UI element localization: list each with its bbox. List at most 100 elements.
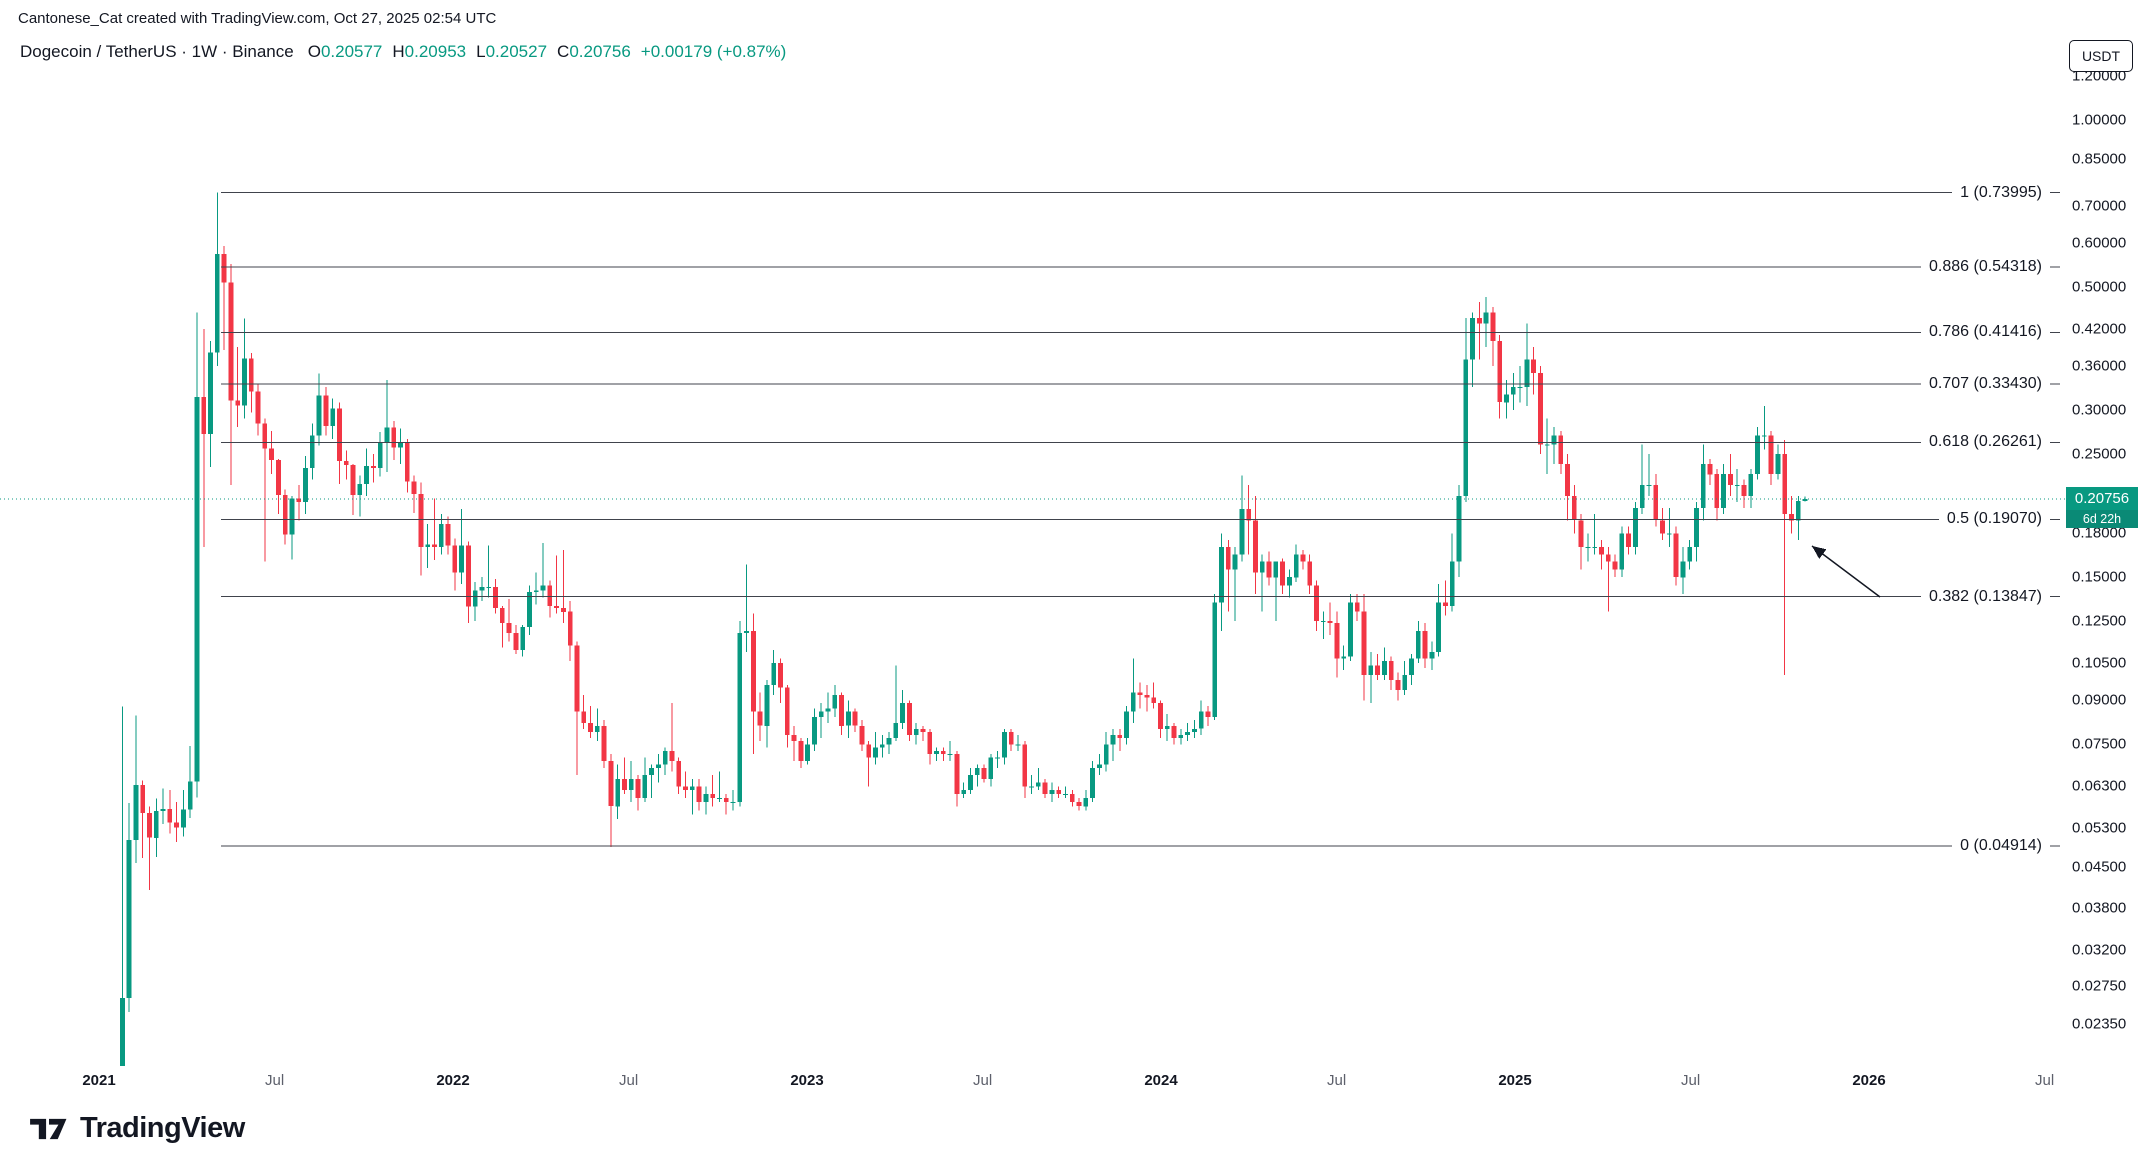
candle[interactable] [1585,533,1591,562]
candle[interactable] [1680,547,1686,594]
candle[interactable] [1266,551,1272,586]
candle[interactable] [1395,672,1401,701]
candle[interactable] [262,418,268,562]
fib-level-label[interactable]: 0.5 (0.19070) [1938,509,2050,530]
candle[interactable] [1368,652,1374,704]
candle[interactable] [1768,431,1774,485]
candlestick-chart[interactable] [0,0,2066,1066]
candle[interactable] [1470,312,1475,388]
candle[interactable] [1707,459,1713,485]
candle[interactable] [968,767,973,795]
candle[interactable] [703,786,709,815]
candle[interactable] [432,498,437,561]
candle[interactable] [1504,380,1509,419]
candle[interactable] [1063,786,1068,799]
candle[interactable] [187,745,193,819]
candle[interactable] [1802,496,1808,502]
candle[interactable] [561,549,566,624]
candle[interactable] [120,706,125,1066]
candle[interactable] [533,572,539,605]
fib-level-label[interactable]: 0.618 (0.26261) [1921,432,2050,453]
candle[interactable] [1714,469,1720,521]
candle[interactable] [927,728,933,765]
candle[interactable] [791,725,797,761]
candle[interactable] [649,764,654,799]
candle[interactable] [1124,705,1129,745]
candle[interactable] [1666,507,1672,548]
candle[interactable] [1103,731,1109,772]
candle[interactable] [1015,734,1021,751]
candle[interactable] [527,585,532,636]
candle[interactable] [1612,554,1618,578]
candle[interactable] [601,719,607,768]
candle[interactable] [1639,444,1645,514]
candle[interactable] [622,757,627,795]
candle[interactable] [1443,580,1448,616]
candle[interactable] [1348,593,1353,661]
candle[interactable] [1490,307,1496,367]
candle[interactable] [1341,645,1347,671]
candle[interactable] [1171,722,1177,745]
candle[interactable] [839,692,844,735]
candle[interactable] [710,775,716,807]
candle[interactable] [567,600,573,661]
fib-level-label[interactable]: 0 (0.04914) [1952,836,2050,857]
currency-unit-button[interactable]: USDT [2069,40,2133,72]
time-axis[interactable]: 2021 Jul 2022 Jul 2023 Jul 2024 Jul 2025 Jul 2026 J… [0,1066,2066,1110]
candle[interactable] [1083,790,1089,811]
candle[interactable] [296,484,302,521]
candle[interactable] [316,373,322,446]
candle[interactable] [276,459,281,514]
annotation-arrow[interactable] [1811,545,1881,598]
candle[interactable] [1544,418,1550,475]
candle[interactable] [1728,454,1733,497]
candle[interactable] [1795,496,1801,541]
candle[interactable] [832,684,838,717]
candle[interactable] [309,423,315,480]
candle[interactable] [1510,373,1516,411]
candle[interactable] [337,402,342,484]
candle[interactable] [540,542,546,598]
candle[interactable] [1619,526,1625,578]
candle[interactable] [866,741,872,787]
candle[interactable] [425,524,431,568]
candle[interactable] [1605,547,1611,612]
fib-level-label[interactable]: 0.707 (0.33430) [1921,374,2050,395]
candle[interactable] [954,750,960,807]
candle[interactable] [886,731,892,755]
candle[interactable] [1565,454,1570,521]
candle[interactable] [1137,682,1143,709]
candle[interactable] [1700,444,1706,521]
candle[interactable] [547,580,553,618]
candle[interactable] [411,475,417,513]
candle[interactable] [1429,641,1435,671]
candle[interactable] [1192,719,1197,738]
candle[interactable] [995,750,1000,768]
candle[interactable] [1002,728,1007,765]
candle[interactable] [981,764,987,783]
candle[interactable] [628,760,634,803]
candle[interactable] [472,582,478,622]
candle[interactable] [343,450,349,480]
candle[interactable] [1626,526,1631,555]
candle[interactable] [1660,507,1665,541]
candle[interactable] [1761,406,1767,450]
candle[interactable] [1687,540,1693,570]
candle[interactable] [160,788,166,824]
candle[interactable] [1721,464,1726,514]
candle[interactable] [228,264,234,485]
candle[interactable] [1198,700,1204,735]
price-axis[interactable]: USDT 1.20000 1.00000 0.85000 0.70000 0.60000… [2066,0,2138,1110]
candle[interactable] [303,456,308,514]
candle[interactable] [656,754,661,783]
candle[interactable] [1151,682,1157,709]
candle[interactable] [1307,554,1313,594]
candle[interactable] [1212,593,1218,720]
candle[interactable] [737,621,743,807]
candle[interactable] [1205,705,1211,726]
candle[interactable] [974,764,980,787]
candle[interactable] [1110,728,1116,761]
fib-level-label[interactable]: 0.786 (0.41416) [1921,322,2050,343]
candle[interactable] [1388,656,1394,690]
candle[interactable] [445,516,451,555]
